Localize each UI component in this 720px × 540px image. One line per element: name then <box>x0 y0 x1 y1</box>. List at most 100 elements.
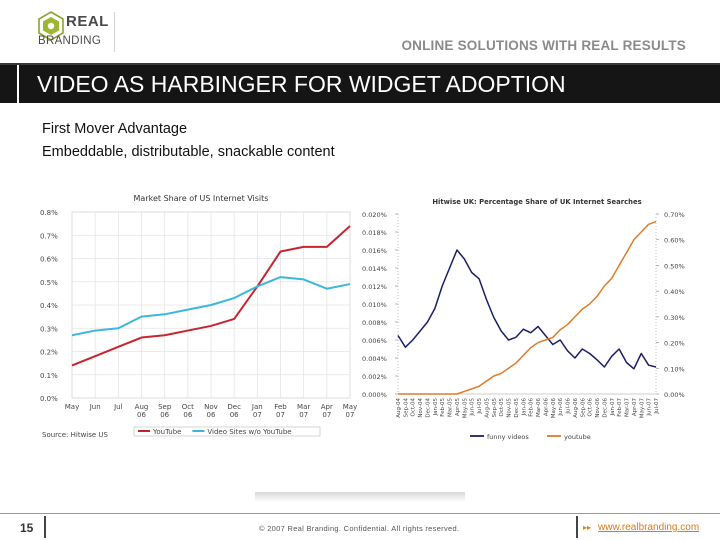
y-right-tick-label: 0.00% <box>664 391 685 399</box>
y-left-tick-label: 0.018% <box>362 229 387 237</box>
y-left-tick-label: 0.010% <box>362 301 387 309</box>
x-tick-label: Dec <box>227 403 241 411</box>
x-tick-label: Apr <box>321 403 333 411</box>
x-tick-label: Nov-06 <box>595 398 601 418</box>
x-tick-label: Jan-07 <box>610 398 616 417</box>
y-left-tick-label: 0.014% <box>362 265 387 273</box>
x-tick-label: May-06 <box>551 398 557 419</box>
x-tick-label: Jan <box>251 403 263 411</box>
x-tick-label: Jul <box>113 403 123 411</box>
tagline: ONLINE SOLUTIONS WITH REAL RESULTS <box>401 38 686 53</box>
page-number-separator <box>44 516 46 538</box>
logo-divider <box>114 12 115 52</box>
source-note: Source: Hitwise US <box>42 431 109 439</box>
y-right-tick-label: 0.70% <box>664 211 685 219</box>
x-tick-label: Jun-05 <box>470 398 476 417</box>
x-tick-label: Jul-06 <box>566 398 572 415</box>
series-line <box>71 276 351 337</box>
y-left-tick-label: 0.012% <box>362 283 387 291</box>
y-right-tick-label: 0.30% <box>664 314 685 322</box>
chart-title: Market Share of US Internet Visits <box>134 194 269 203</box>
x-tick-label: Nov <box>204 403 218 411</box>
chart-title: Hitwise UK: Percentage Share of UK Inter… <box>432 198 641 206</box>
title-accent-line <box>17 65 19 103</box>
title-bar: VIDEO AS HARBINGER FOR WIDGET ADOPTION <box>0 63 720 103</box>
x-tick-label-year: 07 <box>276 411 285 419</box>
y-left-tick-label: 0.006% <box>362 337 387 345</box>
legend-label: Video Sites w/o YouTube <box>207 428 291 436</box>
y-left-tick-label: 0.008% <box>362 319 387 327</box>
uk-search-share-chart: Hitwise UK: Percentage Share of UK Inter… <box>362 198 685 441</box>
series-line <box>398 221 657 395</box>
slide-title: VIDEO AS HARBINGER FOR WIDGET ADOPTION <box>37 71 566 97</box>
x-tick-label: May-07 <box>639 398 645 419</box>
x-tick-label: Jan-06 <box>521 398 527 417</box>
x-tick-label-year: 07 <box>346 411 355 419</box>
y-right-tick-label: 0.20% <box>664 340 685 348</box>
x-tick-label-year: 07 <box>299 411 308 419</box>
x-tick-label: Oct-06 <box>588 398 594 417</box>
y-tick-label: 0.8% <box>40 209 58 217</box>
x-tick-label: Mar-06 <box>536 398 542 418</box>
legend-label: youtube <box>564 433 591 441</box>
legend-label: YouTube <box>152 428 181 436</box>
x-tick-label: Dec-04 <box>425 398 431 418</box>
page-number: 15 <box>20 521 34 535</box>
x-tick-label: Aug <box>135 403 149 411</box>
x-tick-label: Apr-07 <box>632 398 638 417</box>
x-tick-label: Oct-05 <box>499 398 505 417</box>
x-tick-label: Apr-05 <box>455 398 461 417</box>
us-market-share-chart: Market Share of US Internet Visits 0.0% 0.… <box>40 194 357 439</box>
x-tick-label: Jan-05 <box>433 398 439 417</box>
footer-gradient-mark <box>255 492 465 502</box>
y-tick-label: 0.2% <box>40 349 58 357</box>
url-separator <box>576 516 578 538</box>
x-tick-label: Feb-07 <box>617 398 623 417</box>
copyright-text: © 2007 Real Branding. Confidential. All … <box>259 524 460 533</box>
y-left-tick-label: 0.004% <box>362 355 387 363</box>
x-tick-label: Apr-06 <box>543 398 549 417</box>
x-tick-label-year: 06 <box>230 411 239 419</box>
x-tick-label: Mar-07 <box>625 398 631 418</box>
y-left-tick-label: 0.016% <box>362 247 387 255</box>
x-tick-label: Sep-04 <box>403 398 409 418</box>
x-tick-label: Feb-05 <box>440 398 446 417</box>
x-tick-label-year: 06 <box>207 411 216 419</box>
x-tick-label: Aug-05 <box>484 398 490 418</box>
y-right-tick-label: 0.60% <box>664 237 685 245</box>
x-tick-label: Oct <box>182 403 194 411</box>
x-tick-label: Sep-06 <box>580 398 586 418</box>
y-right-tick-label: 0.40% <box>664 288 685 296</box>
x-tick-label: Dec-06 <box>602 398 608 418</box>
y-right-tick-label: 0.10% <box>664 365 685 373</box>
footer-divider <box>0 513 720 514</box>
y-tick-label: 0.3% <box>40 325 58 333</box>
legend-label: funny videos <box>487 433 529 441</box>
y-tick-label: 0.4% <box>40 302 58 310</box>
x-tick-label-year: 07 <box>253 411 262 419</box>
x-tick-label-year: 07 <box>322 411 331 419</box>
y-left-tick-label: 0.000% <box>362 391 387 399</box>
legend-box <box>133 426 321 437</box>
y-tick-label: 0.6% <box>40 256 58 264</box>
bullet-list: First Mover Advantage Embeddable, distri… <box>42 118 335 164</box>
x-tick-label-year: 06 <box>137 411 146 419</box>
x-tick-label: Sep-05 <box>492 398 498 418</box>
logo-word-branding: BRANDING <box>38 35 102 47</box>
x-tick-label: Sep <box>158 403 172 411</box>
series-line <box>397 249 657 370</box>
bullet-item: First Mover Advantage <box>42 121 188 137</box>
x-tick-label: Jun <box>89 403 101 411</box>
x-tick-label: Feb-06 <box>529 398 535 417</box>
website-link[interactable]: www.realbranding.com <box>598 522 700 533</box>
x-tick-label: Jul-07 <box>654 398 660 415</box>
x-tick-label: Feb <box>274 403 287 411</box>
series-line <box>71 225 351 367</box>
x-tick-label: Nov-04 <box>418 398 424 418</box>
x-tick-label-year: 06 <box>160 411 169 419</box>
y-tick-label: 0.0% <box>40 395 58 403</box>
y-right-tick-label: 0.50% <box>664 262 685 270</box>
arrow-right-icon: ▸▸ <box>583 523 592 532</box>
x-tick-label: Mar <box>297 403 310 411</box>
y-tick-label: 0.7% <box>40 232 58 240</box>
